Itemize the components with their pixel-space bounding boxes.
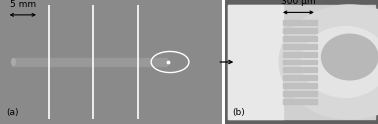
Circle shape — [301, 27, 378, 97]
Bar — [283, 36, 317, 41]
Circle shape — [322, 34, 378, 80]
Bar — [283, 20, 317, 25]
Text: (a): (a) — [7, 108, 19, 117]
Bar — [283, 99, 317, 104]
Bar — [283, 75, 317, 80]
Text: (b): (b) — [232, 108, 245, 117]
Bar — [283, 83, 317, 88]
Bar — [283, 60, 317, 64]
Circle shape — [279, 5, 378, 119]
Ellipse shape — [12, 59, 15, 65]
Bar — [228, 5, 283, 119]
Bar — [12, 58, 167, 66]
Text: 300 μm: 300 μm — [281, 0, 316, 6]
Bar — [283, 44, 317, 49]
Text: 5 mm: 5 mm — [10, 0, 36, 9]
Bar — [283, 28, 317, 33]
Bar — [283, 67, 317, 72]
Bar — [283, 91, 317, 96]
Bar — [283, 52, 317, 57]
